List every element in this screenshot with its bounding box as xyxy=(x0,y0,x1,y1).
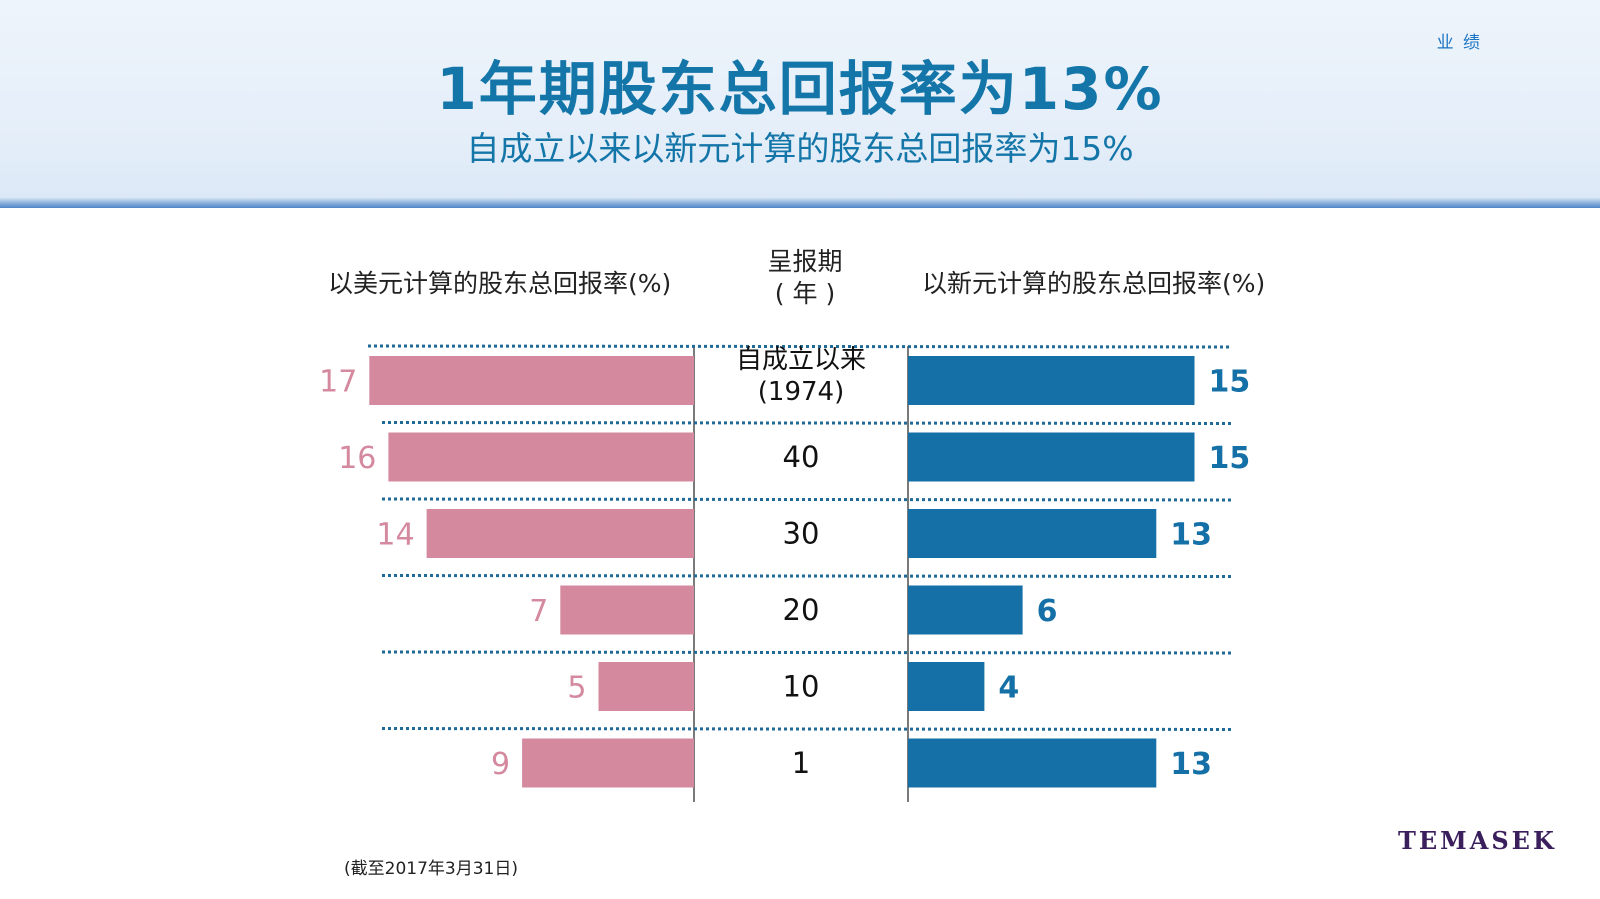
section-tag: 业 绩 xyxy=(1436,33,1482,53)
usd-bar xyxy=(598,662,694,711)
right-column-header: 以新元计算的股东总回报率(%) xyxy=(922,269,1266,298)
period-label: (1974) xyxy=(758,377,844,407)
sgd-bar xyxy=(908,585,1023,635)
period-label: 40 xyxy=(783,440,820,474)
left-column-header: 以美元计算的股东总回报率(%) xyxy=(328,269,672,298)
sgd-bar xyxy=(908,662,985,711)
row-separator xyxy=(381,650,1233,655)
usd-value-label: 16 xyxy=(338,441,376,476)
usd-value-label: 7 xyxy=(529,594,548,629)
period-label: 自成立以来 xyxy=(736,345,866,375)
row-separator xyxy=(381,574,1233,578)
sgd-bar xyxy=(908,432,1195,482)
usd-bar xyxy=(369,356,694,405)
period-label: 10 xyxy=(783,670,820,704)
usd-bar xyxy=(388,432,694,482)
middle-column-header-line2: ( 年 ) xyxy=(774,279,836,308)
row-separator xyxy=(381,497,1233,502)
page-subtitle: 自成立以来以新元计算的股东总回报率为15% xyxy=(466,129,1134,168)
page-title: 1年期股东总回报率为13% xyxy=(436,55,1164,123)
period-label: 1 xyxy=(792,746,810,780)
usd-bar xyxy=(560,585,694,635)
sgd-bar xyxy=(908,738,1157,788)
usd-bar xyxy=(426,509,694,558)
usd-value-label: 5 xyxy=(567,671,586,706)
row-separator xyxy=(367,344,1233,349)
row-separator xyxy=(381,421,1233,425)
sgd-value-label: 4 xyxy=(998,671,1019,706)
temasek-logo: TEMASEK xyxy=(1398,826,1557,855)
sgd-value-label: 6 xyxy=(1037,594,1058,629)
sgd-value-label: 13 xyxy=(1170,747,1212,782)
sgd-value-label: 15 xyxy=(1209,441,1251,476)
header-band xyxy=(0,0,1600,200)
usd-value-label: 14 xyxy=(376,518,414,553)
period-label: 20 xyxy=(783,593,820,627)
usd-value-label: 9 xyxy=(491,747,510,782)
usd-value-label: 17 xyxy=(319,365,357,400)
sgd-bar xyxy=(908,509,1157,558)
header-divider xyxy=(0,198,1600,208)
usd-bar xyxy=(522,738,694,788)
period-label: 30 xyxy=(783,517,820,551)
sgd-bar xyxy=(908,356,1195,405)
row-separator xyxy=(381,727,1233,731)
middle-column-header: 呈报期 ( 年 ) xyxy=(720,246,890,310)
middle-column-header-line1: 呈报期 xyxy=(767,247,843,276)
footnote: (截至2017年3月31日) xyxy=(344,859,518,879)
sgd-value-label: 15 xyxy=(1209,365,1251,400)
sgd-value-label: 13 xyxy=(1170,518,1212,553)
